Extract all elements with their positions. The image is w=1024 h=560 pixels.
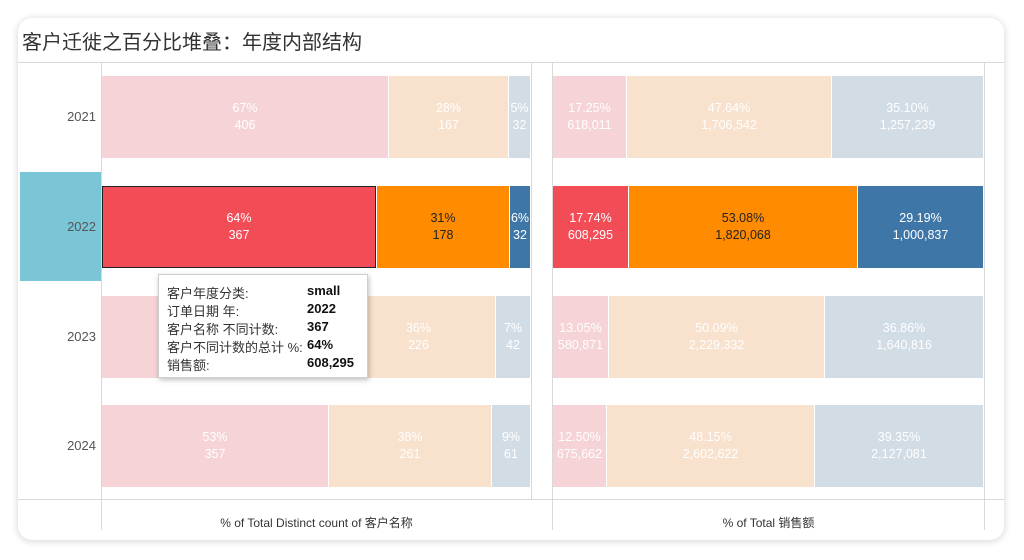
bar-segment-small[interactable]: 17.25% 618,011 [553, 76, 626, 158]
bar-value-label: 32 [513, 228, 527, 242]
bar-value-label: 32 [512, 118, 527, 132]
bar-percent-label: 31% [430, 211, 456, 225]
bar-segment-medium[interactable]: 38% 261 [329, 405, 491, 487]
bar-segment-small[interactable]: 53% 357 [102, 405, 328, 487]
bar-percent-label: 7% [503, 321, 523, 335]
bar-segment-small[interactable]: 17.74% 608,295 [553, 186, 628, 268]
bar-segment-small[interactable]: 13.05% 580,871 [553, 296, 608, 378]
tooltip-row: 客户年度分类: small [167, 283, 367, 301]
bar-value-label: 1,820,068 [715, 228, 771, 242]
bar-value-label: 367 [228, 228, 250, 242]
bar-percent-label: 12.50% [558, 430, 601, 444]
bar-percent-label: 38% [397, 430, 423, 444]
year-label[interactable]: 2024 [67, 438, 96, 453]
tooltip-key: 客户名称 不同计数: [167, 322, 279, 337]
tooltip-value: 367 [307, 319, 329, 334]
bar-value-label: 2,229,332 [688, 338, 745, 352]
panel-divider-left [531, 62, 532, 500]
bar-percent-label: 48.15% [689, 430, 732, 444]
bar-percent-label: 9% [501, 430, 521, 444]
tooltip-value: small [307, 283, 341, 298]
bar-value-label: 1,257,239 [879, 118, 936, 132]
bar-percent-label: 39.35% [877, 430, 921, 444]
bar-segment-medium[interactable]: 28% 167 [389, 76, 508, 158]
bar-segment-large[interactable]: 7% 42 [496, 296, 530, 378]
bar-value-label: 2,127,081 [871, 447, 927, 461]
right-x-axis-label: % of Total 销售额 [722, 516, 815, 530]
bar-percent-label: 29.19% [899, 211, 942, 225]
year-label[interactable]: 2022 [67, 219, 96, 234]
left-x-axis-label: % of Total Distinct count of 客户名称 [220, 516, 413, 530]
header-divider [18, 62, 1004, 63]
bar-value-label: 226 [408, 338, 429, 352]
bar-segment-large[interactable]: 5% 32 [509, 76, 530, 158]
bar-percent-label: 17.74% [569, 211, 612, 225]
bar-percent-label: 5% [510, 101, 529, 115]
bar-segment-large[interactable]: 9% 61 [492, 405, 530, 487]
bar-percent-label: 6% [510, 211, 530, 225]
bar-percent-label: 53.08% [721, 211, 765, 225]
bar-percent-label: 36% [405, 321, 432, 335]
chart-right-edge [984, 62, 985, 530]
bar-value-label: 406 [234, 118, 256, 132]
tooltip-key: 客户年度分类: [167, 286, 249, 301]
bar-value-label: 1,000,837 [892, 228, 949, 242]
bar-segment-medium[interactable]: 50.09% 2,229,332 [609, 296, 824, 378]
bar-percent-label: 47.64% [707, 101, 751, 115]
dashboard-card: 客户迁徙之百分比堆叠：年度内部结构 2021 2022 2023 2024 67% 40… [18, 18, 1004, 540]
tooltip-row: 客户名称 不同计数: 367 [167, 319, 367, 337]
tooltip: 客户年度分类: small 订单日期 年: 2022 客户名称 不同计数: 367 客… [158, 274, 368, 378]
bar-percent-label: 53% [202, 430, 228, 444]
year-label[interactable]: 2023 [67, 329, 96, 344]
bar-value-label: 618,011 [567, 118, 612, 132]
bar-value-label: 580,871 [557, 338, 604, 352]
tooltip-key: 客户不同计数的总计 %: [167, 340, 303, 355]
bar-value-label: 675,662 [556, 447, 603, 461]
bar-percent-label: 13.05% [559, 321, 602, 335]
bar-value-label: 1,706,542 [701, 118, 757, 132]
bar-percent-label: 67% [232, 101, 258, 115]
bar-value-label: 261 [399, 447, 421, 461]
bar-percent-label: 35.10% [886, 101, 929, 115]
tooltip-row: 订单日期 年: 2022 [167, 301, 367, 319]
bar-segment-medium[interactable]: 48.15% 2,602,622 [607, 405, 814, 487]
bar-value-label: 357 [204, 447, 226, 461]
bar-percent-label: 28% [435, 101, 462, 115]
bar-value-label: 1,640,816 [876, 338, 932, 352]
bar-percent-label: 36.86% [882, 321, 926, 335]
bar-segment-small[interactable]: 64% 367 [102, 186, 376, 268]
tooltip-row: 销售额: 608,295 [167, 355, 367, 373]
tooltip-value: 2022 [307, 301, 336, 316]
bar-segment-large[interactable]: 39.35% 2,127,081 [815, 405, 983, 487]
bar-percent-label: 64% [226, 211, 252, 225]
selected-row-highlight [20, 172, 102, 281]
bar-segment-medium[interactable]: 31% 178 [377, 186, 509, 268]
bar-segment-small[interactable]: 67% 406 [102, 76, 388, 158]
bar-value-label: 167 [438, 118, 459, 132]
tooltip-row: 客户不同计数的总计 %: 64% [167, 337, 367, 355]
panel-divider-right [552, 62, 553, 530]
tooltip-key: 销售额: [167, 358, 210, 373]
bar-percent-label: 17.25% [568, 101, 611, 115]
tooltip-key: 订单日期 年: [167, 304, 240, 319]
bar-value-label: 42 [506, 338, 520, 352]
bar-segment-large[interactable]: 29.19% 1,000,837 [858, 186, 983, 268]
bar-segment-medium[interactable]: 53.08% 1,820,068 [629, 186, 857, 268]
year-column-divider [101, 62, 102, 530]
bar-value-label: 61 [504, 447, 518, 461]
dashboard-title: 客户迁徙之百分比堆叠：年度内部结构 [22, 30, 362, 54]
bar-segment-medium[interactable]: 47.64% 1,706,542 [627, 76, 831, 158]
year-label[interactable]: 2021 [67, 109, 96, 124]
bar-segment-large[interactable]: 36.86% 1,640,816 [825, 296, 983, 378]
bar-value-label: 2,602,622 [682, 447, 739, 461]
bar-segment-large[interactable]: 6% 32 [510, 186, 530, 268]
bar-value-label: 178 [432, 228, 454, 242]
bar-segment-small[interactable]: 12.50% 675,662 [553, 405, 606, 487]
tooltip-value: 608,295 [307, 355, 354, 370]
bar-value-label: 608,295 [567, 228, 614, 242]
bar-percent-label: 50.09% [695, 321, 738, 335]
bar-segment-large[interactable]: 35.10% 1,257,239 [832, 76, 983, 158]
axis-divider [18, 499, 1004, 500]
tooltip-value: 64% [307, 337, 334, 352]
